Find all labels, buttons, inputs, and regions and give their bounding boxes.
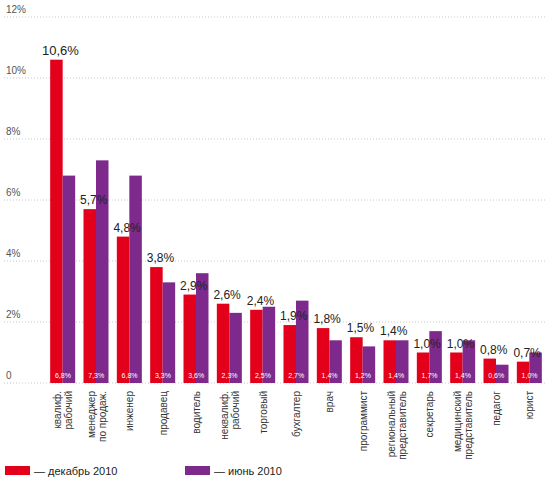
data-label: 7,3%: [88, 372, 104, 379]
label-line: инженер: [124, 391, 135, 431]
x-tick-label: секретарь: [424, 391, 435, 438]
bar: [117, 237, 130, 383]
data-label: 3,6%: [188, 372, 204, 379]
data-label: 1,0%: [413, 337, 441, 351]
data-label: 2,6%: [213, 288, 241, 302]
legend-label: — июнь 2010: [214, 465, 282, 477]
x-tick-label: торговый: [258, 391, 269, 434]
label-line: медицинский: [452, 391, 463, 452]
x-tick-label: водитель: [191, 391, 202, 434]
label-line: рабочий: [63, 391, 74, 430]
y-tick-label: 8%: [6, 126, 21, 137]
data-label: 5,7%: [80, 193, 108, 207]
x-tick-label: инженер: [124, 391, 135, 431]
data-label: 1,9%: [280, 309, 308, 323]
legend: — декабрь 2010 — июнь 2010: [5, 465, 282, 477]
label-line: водитель: [191, 391, 202, 434]
data-label: 2,3%: [222, 372, 238, 379]
label-line: региональный: [386, 391, 397, 457]
label-line: менеджер: [86, 391, 97, 438]
grid-line: [4, 139, 546, 140]
data-label: 6,8%: [122, 372, 138, 379]
x-tick-label: региональныйпредставитель: [386, 391, 408, 460]
x-tick-label: врач: [324, 391, 335, 412]
x-tick-label: продавец: [158, 391, 169, 435]
data-label: 4,8%: [113, 221, 141, 235]
bar: [484, 359, 497, 383]
data-label: 1,5%: [347, 321, 375, 335]
bar: [50, 60, 63, 383]
x-tick-label: бухгалтер: [291, 391, 302, 437]
grid: [4, 17, 546, 383]
data-label: 1,7%: [422, 372, 438, 379]
label-line: неквалиф.: [219, 391, 230, 440]
data-label: 1,8%: [313, 312, 341, 326]
label-line: продавец: [158, 391, 169, 435]
data-labels: 10,6% 5,7% 4,8% 3,8% 2,9% 2,6% 2,4% 1,9% 1,8% 1,5…: [42, 43, 541, 379]
x-tick-label: менеджерпо продаж.: [86, 391, 108, 442]
bar: [163, 282, 176, 383]
grid-line: [4, 17, 546, 18]
data-label: 6,8%: [55, 372, 71, 379]
x-tick-label: квалиф.рабочий: [52, 391, 74, 430]
data-label: 1,4%: [455, 372, 471, 379]
label-line: представитель: [397, 391, 408, 460]
y-tick-label: 0: [6, 370, 12, 381]
data-label: 1,4%: [322, 372, 338, 379]
label-line: представитель: [463, 391, 474, 460]
y-tick-label: 2%: [6, 309, 21, 320]
x-tick-label: программист: [358, 391, 369, 452]
bar: [150, 267, 163, 383]
data-label: 3,8%: [147, 251, 175, 265]
label-line: торговый: [258, 391, 269, 434]
label-line: программист: [358, 391, 369, 452]
data-label: 1,4%: [388, 372, 404, 379]
data-label: 3,3%: [155, 372, 171, 379]
label-line: рабочий: [230, 391, 241, 430]
data-label: 0,8%: [480, 343, 508, 357]
data-label: 1,2%: [355, 372, 371, 379]
data-label: 1,0%: [522, 372, 538, 379]
data-label: 10,6%: [42, 43, 79, 58]
label-line: бухгалтер: [291, 391, 302, 437]
legend-swatch: [185, 466, 210, 475]
data-label: 2,4%: [247, 294, 275, 308]
label-line: юрист: [524, 391, 535, 420]
data-label: 2,5%: [255, 372, 271, 379]
y-tick-label: 6%: [6, 187, 21, 198]
data-label: 2,9%: [180, 279, 208, 293]
label-line: квалиф.: [52, 391, 63, 429]
legend-label: — декабрь 2010: [34, 465, 117, 477]
data-label: 1,0%: [447, 337, 475, 351]
x-tick-label: медицинскийпредставитель: [452, 391, 474, 460]
bar: [129, 176, 142, 383]
legend-swatch: [5, 466, 30, 475]
y-tick-label: 10%: [6, 65, 26, 76]
bar: [63, 176, 76, 383]
x-tick-label: педагог: [491, 391, 502, 426]
grid-line: [4, 78, 546, 79]
y-tick-label: 12%: [6, 4, 26, 15]
data-label: 2,7%: [288, 372, 304, 379]
bar: [184, 295, 197, 383]
label-line: секретарь: [424, 391, 435, 438]
bar: [84, 209, 97, 383]
label-line: педагог: [491, 391, 502, 426]
data-label: 1,4%: [380, 324, 408, 338]
chart: 0 2% 4% 6% 8% 10% 12% 10,6% 5,7% 4,8% 3,8% 2,9% 2,6%…: [0, 0, 549, 486]
x-tick-label: юрист: [524, 391, 535, 420]
data-label: 0,7%: [513, 346, 541, 360]
label-line: врач: [324, 391, 335, 412]
data-label: 0,6%: [488, 372, 504, 379]
x-tick-label: неквалиф.рабочий: [219, 391, 241, 440]
bars: [50, 60, 542, 383]
y-tick-label: 4%: [6, 248, 21, 259]
label-line: по продаж.: [97, 391, 108, 442]
